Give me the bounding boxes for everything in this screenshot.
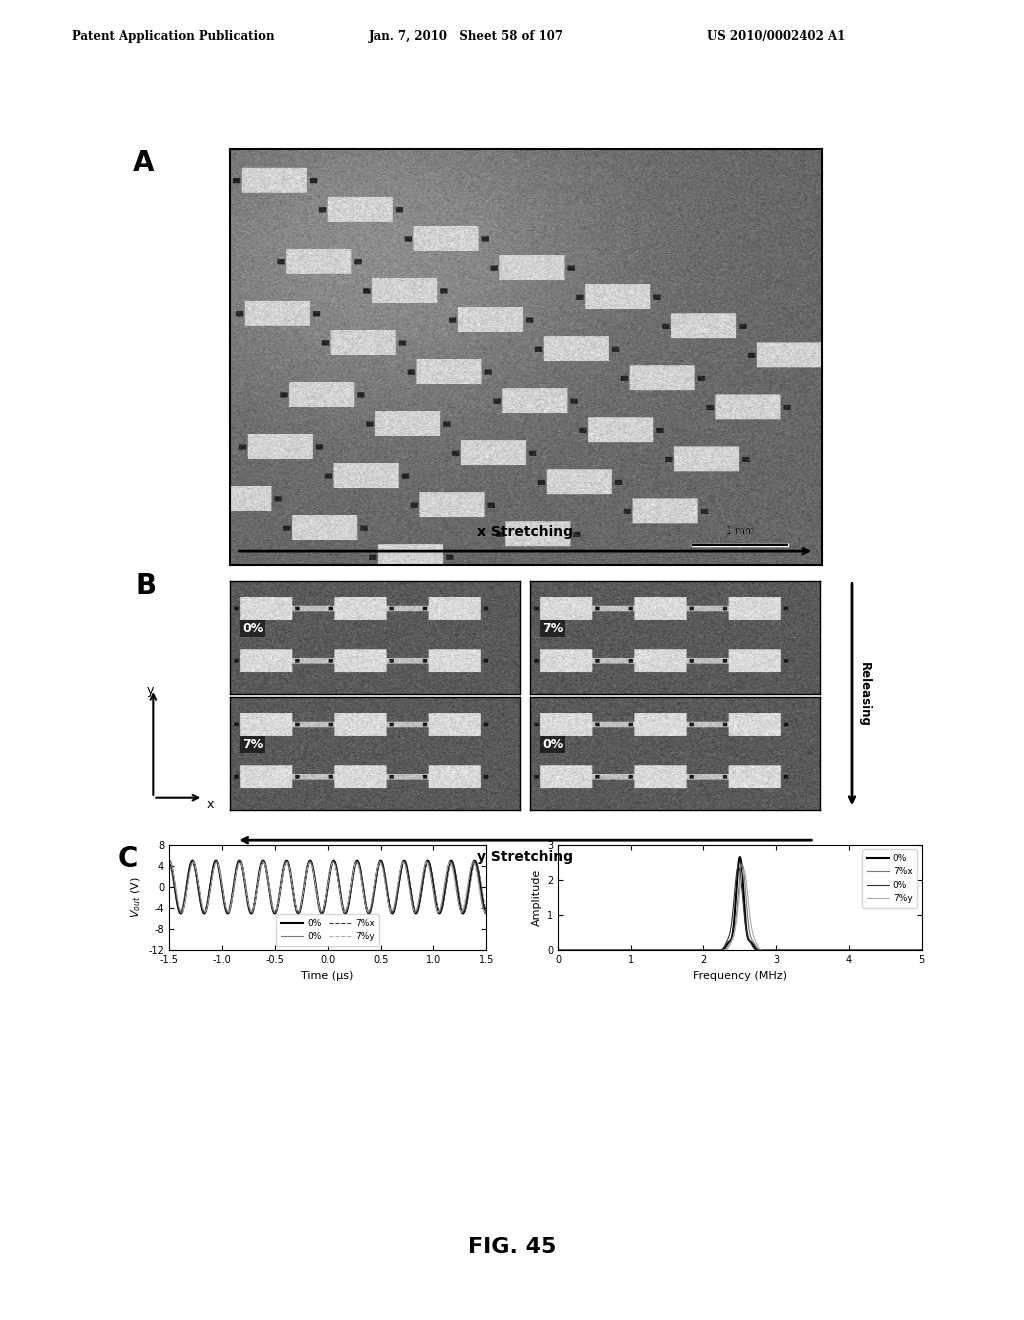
Text: Jan. 7, 2010   Sheet 58 of 107: Jan. 7, 2010 Sheet 58 of 107	[369, 30, 563, 44]
Text: y Stretching: y Stretching	[477, 850, 573, 865]
Text: Releasing: Releasing	[858, 661, 870, 727]
Text: 1 mm: 1 mm	[726, 527, 755, 536]
Legend: 0%, 0%, 7%x, 7%y: 0%, 0%, 7%x, 7%y	[276, 915, 379, 946]
Text: 0%: 0%	[542, 738, 563, 751]
Text: C: C	[118, 845, 138, 873]
Y-axis label: $V_{out}$ (V): $V_{out}$ (V)	[129, 876, 142, 919]
Text: 7%: 7%	[542, 622, 563, 635]
Text: A: A	[133, 149, 155, 177]
Text: 7%: 7%	[242, 738, 263, 751]
Text: US 2010/0002402 A1: US 2010/0002402 A1	[707, 30, 845, 44]
Text: 0%: 0%	[242, 622, 263, 635]
Text: x: x	[207, 797, 214, 810]
Text: Patent Application Publication: Patent Application Publication	[72, 30, 274, 44]
Text: x Stretching: x Stretching	[477, 524, 573, 539]
Text: y: y	[146, 684, 154, 697]
Legend: 0%, 7%x, 0%, 7%y: 0%, 7%x, 0%, 7%y	[862, 849, 918, 908]
Y-axis label: Amplitude: Amplitude	[531, 869, 542, 927]
Text: 1 mm: 1 mm	[726, 527, 755, 536]
Text: FIG. 45: FIG. 45	[468, 1237, 556, 1258]
X-axis label: Time (μs): Time (μs)	[301, 970, 354, 981]
X-axis label: Frequency (MHz): Frequency (MHz)	[693, 970, 786, 981]
Text: B: B	[135, 572, 157, 599]
